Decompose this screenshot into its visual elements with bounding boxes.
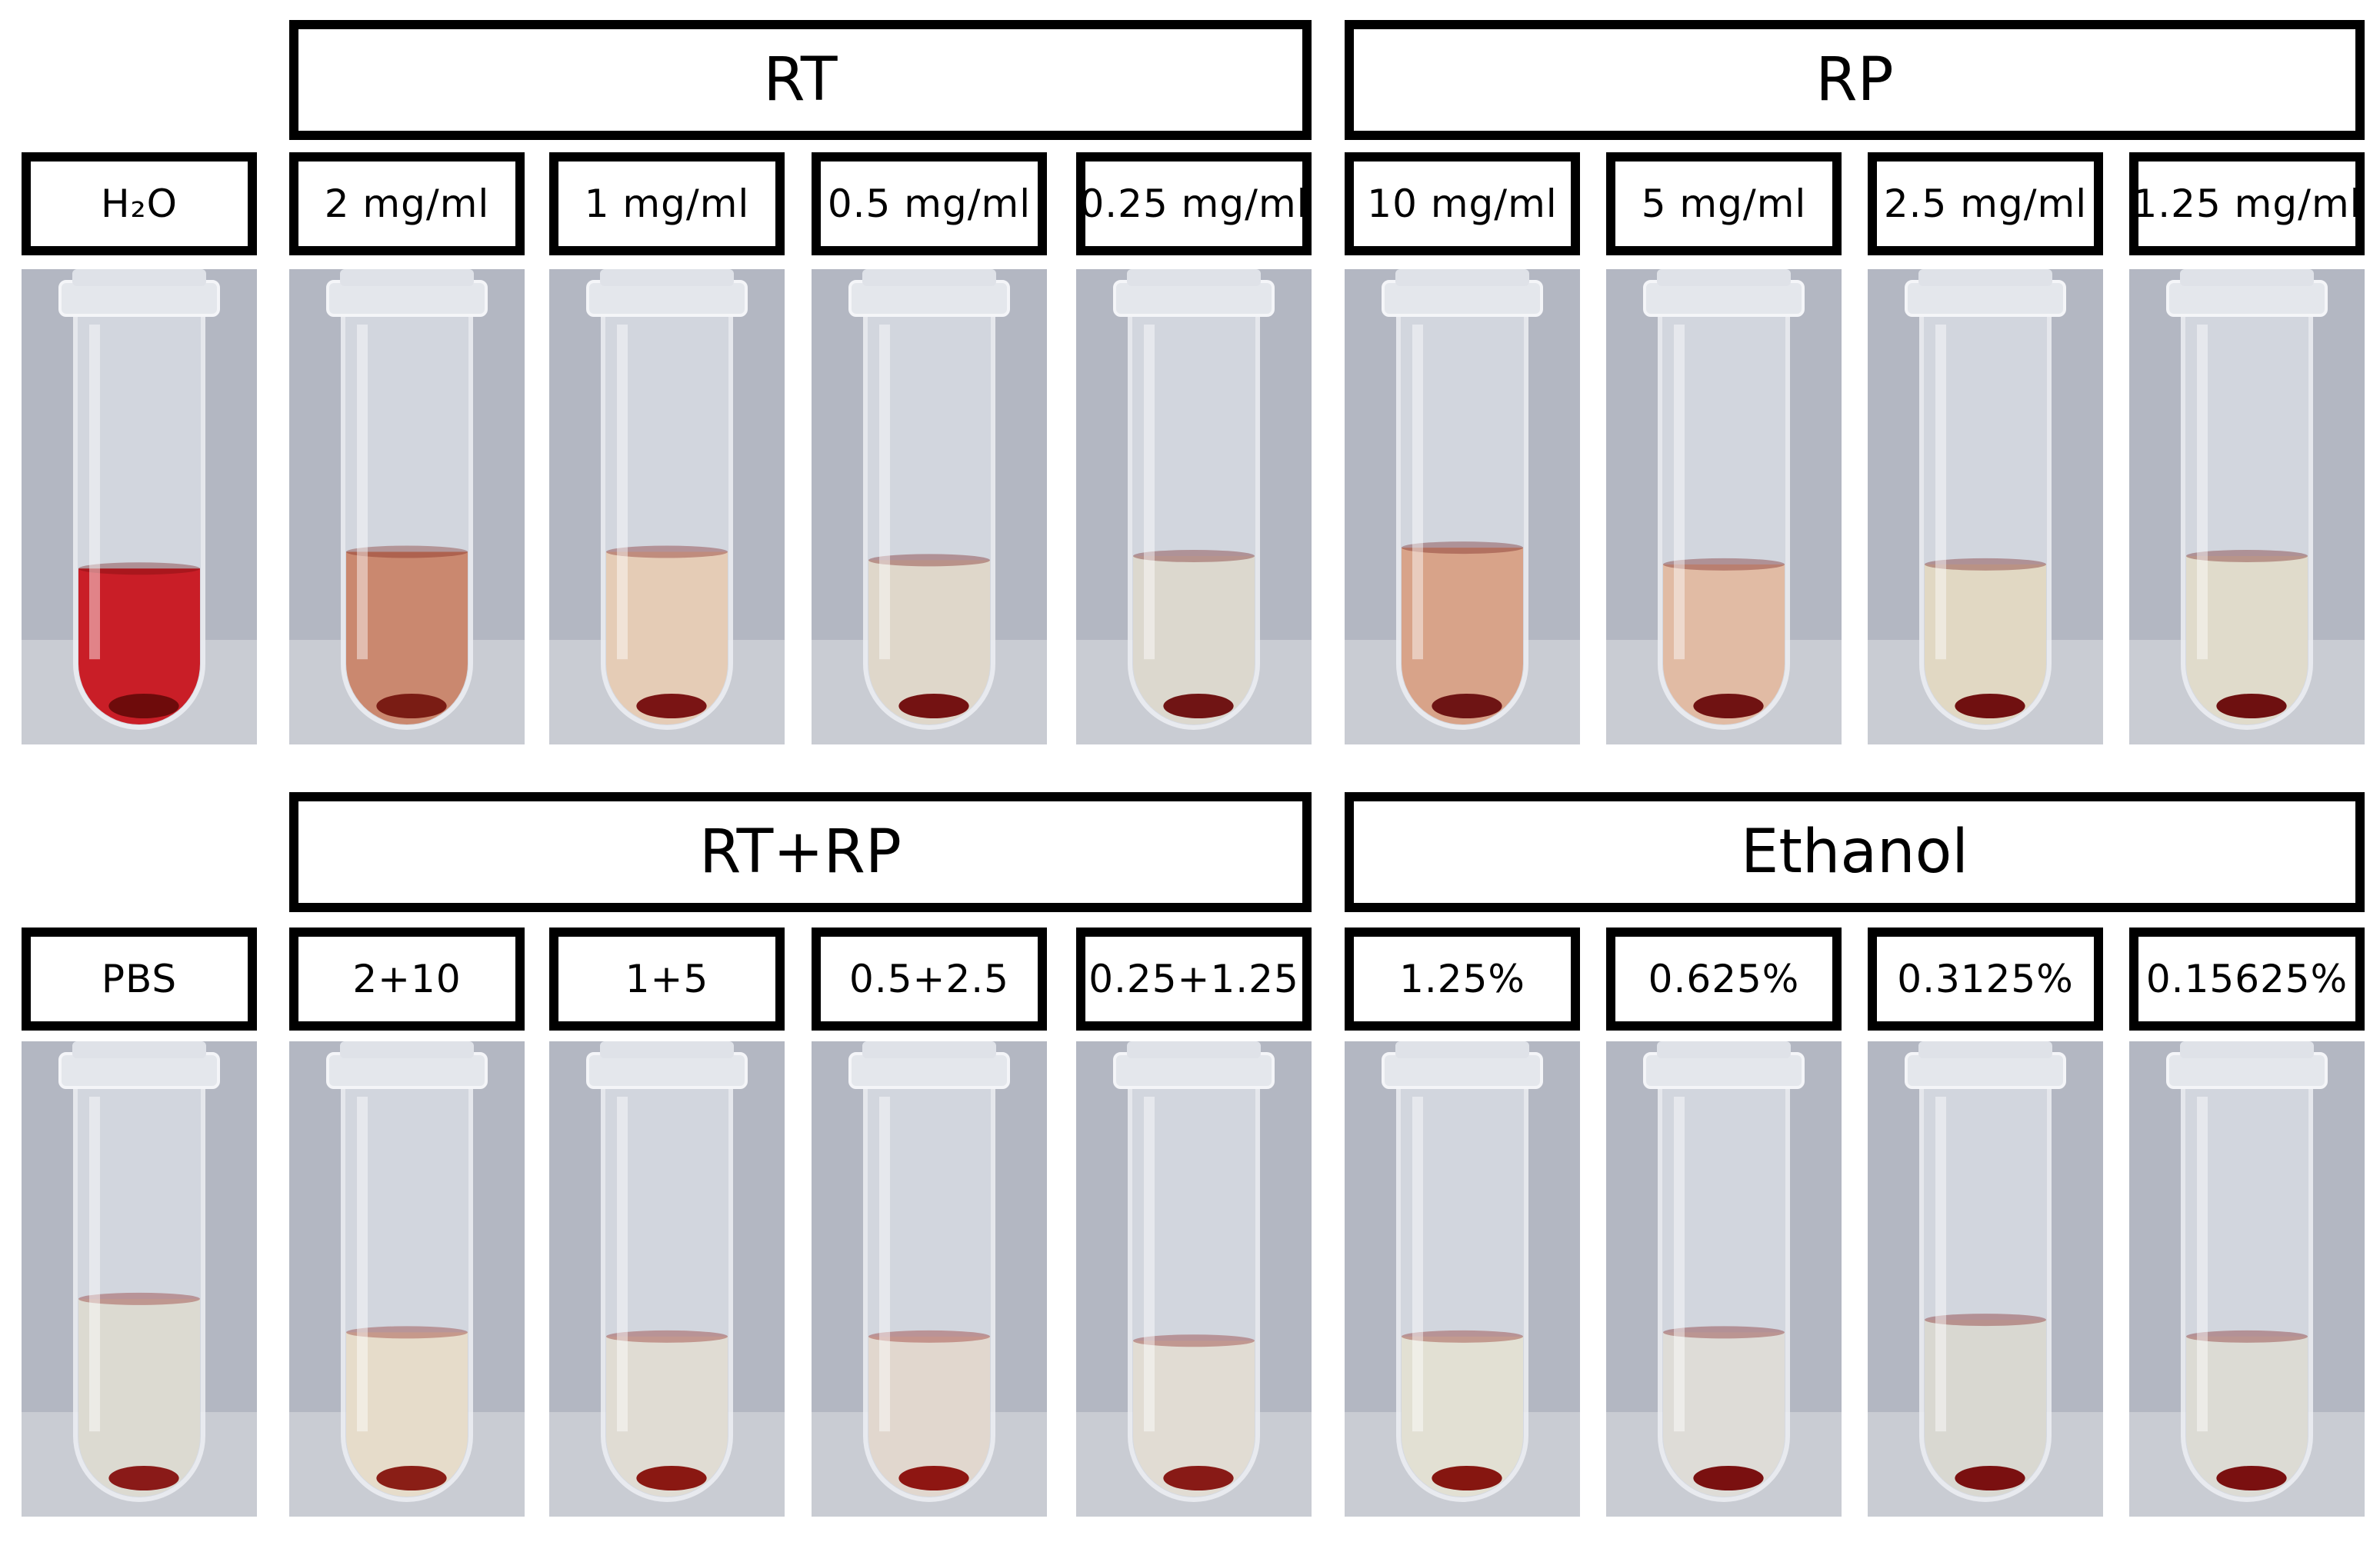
tube-icon [22,1041,257,1517]
sample-label: 1.25 mg/ml [2129,152,2365,255]
tube-photo [812,269,1047,744]
tube-icon [1606,269,1842,744]
tube-photo [22,1041,257,1517]
tube-photo [2129,269,2365,744]
tube-photo [289,269,525,744]
tube-icon [22,269,257,744]
tube-icon [1606,1041,1842,1517]
tube-icon [2129,269,2365,744]
sample-label: 1+5 [549,928,785,1031]
tube-photo [1076,1041,1312,1517]
tube-icon [549,1041,785,1517]
tube-icon [1076,1041,1312,1517]
tube-photo [549,1041,785,1517]
sample-label: H₂O [22,152,257,255]
sample-label: PBS [22,928,257,1031]
sample-label: 0.3125% [1868,928,2103,1031]
tube-photo [1345,1041,1580,1517]
tube-icon [289,269,525,744]
tube-icon [1076,269,1312,744]
tube-photo [2129,1041,2365,1517]
tube-icon [549,269,785,744]
group-header-rt-rp: RT+RP [289,792,1312,912]
tube-photo [22,269,257,744]
tube-icon [1868,1041,2103,1517]
tube-photo [1606,1041,1842,1517]
sample-label: 0.5+2.5 [812,928,1047,1031]
tube-icon [812,1041,1047,1517]
tube-icon [1868,269,2103,744]
tube-icon [1345,269,1580,744]
tube-icon [1345,1041,1580,1517]
sample-label: 0.25 mg/ml [1076,152,1312,255]
sample-label: 2 mg/ml [289,152,525,255]
sample-label: 0.15625% [2129,928,2365,1031]
sample-label: 0.625% [1606,928,1842,1031]
tube-photo [289,1041,525,1517]
sample-label: 0.25+1.25 [1076,928,1312,1031]
tube-photo [1868,269,2103,744]
tube-photo [1076,269,1312,744]
tube-photo [1606,269,1842,744]
tube-icon [812,269,1047,744]
tube-photo [1345,269,1580,744]
tube-photo [549,269,785,744]
group-header-rt: RT [289,20,1312,140]
sample-label: 5 mg/ml [1606,152,1842,255]
sample-label: 2+10 [289,928,525,1031]
sample-label: 0.5 mg/ml [812,152,1047,255]
sample-label: 1.25% [1345,928,1580,1031]
sample-label: 2.5 mg/ml [1868,152,2103,255]
group-header-rp: RP [1345,20,2365,140]
tube-photo [1868,1041,2103,1517]
group-header-ethanol: Ethanol [1345,792,2365,912]
sample-label: 1 mg/ml [549,152,785,255]
tube-icon [289,1041,525,1517]
tube-photo [812,1041,1047,1517]
sample-label: 10 mg/ml [1345,152,1580,255]
tube-icon [2129,1041,2365,1517]
